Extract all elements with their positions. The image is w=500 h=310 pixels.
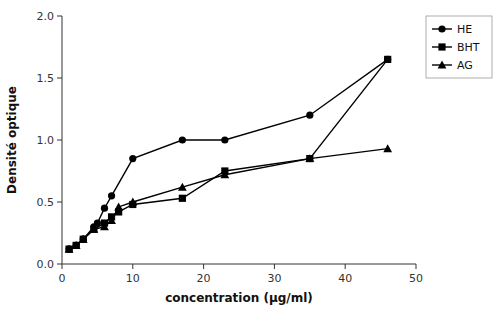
data-point	[179, 136, 186, 143]
data-point	[384, 56, 391, 63]
chart-svg: 0 10 20 30 40 50 0.0 0.5 1.0 1.5 2.0 concentration …	[0, 0, 500, 310]
legend-label: HE	[457, 23, 472, 36]
y-tick-label: 0.5	[37, 196, 55, 209]
data-point	[305, 154, 314, 162]
data-point	[129, 155, 136, 162]
data-point	[221, 136, 228, 143]
data-point	[128, 198, 137, 206]
series-line	[69, 59, 388, 249]
x-tick	[416, 264, 417, 269]
data-point	[101, 205, 108, 212]
x-tick-label: 0	[59, 272, 66, 285]
x-tick-label: 40	[338, 272, 352, 285]
legend-marker	[438, 25, 445, 32]
legend-marker	[438, 43, 445, 50]
series	[65, 144, 392, 252]
x-axis-label: concentration (μg/ml)	[165, 291, 313, 305]
legend-label: BHT	[457, 41, 480, 54]
series-line	[69, 59, 388, 249]
legend: HE BHT AG	[426, 16, 492, 78]
y-tick-label: 0.0	[37, 258, 55, 271]
y-tick-label: 1.5	[37, 72, 55, 85]
data-point	[107, 216, 116, 224]
x-tick	[345, 264, 346, 269]
data-point	[114, 203, 123, 211]
x-tick-label: 30	[267, 272, 281, 285]
data-point	[108, 192, 115, 199]
y-axis-label: Densité optique	[5, 86, 19, 194]
y-tick	[57, 16, 62, 17]
y-tick	[57, 78, 62, 79]
axes: 0 10 20 30 40 50 0.0 0.5 1.0 1.5 2.0	[37, 10, 424, 285]
data-point	[383, 144, 392, 152]
legend-box	[426, 16, 492, 78]
data-point	[65, 246, 72, 253]
plot-area	[65, 56, 392, 253]
y-tick	[57, 140, 62, 141]
x-tick	[203, 264, 204, 269]
data-point	[65, 246, 72, 253]
series	[65, 56, 391, 253]
data-point	[179, 195, 186, 202]
series-line	[69, 149, 388, 249]
chart-container: 0 10 20 30 40 50 0.0 0.5 1.0 1.5 2.0 concentration …	[0, 0, 500, 310]
data-point	[89, 225, 98, 233]
y-tick-label: 2.0	[37, 10, 55, 23]
x-tick-label: 20	[197, 272, 211, 285]
x-tick	[62, 264, 63, 269]
x-tick	[274, 264, 275, 269]
series	[65, 56, 391, 253]
legend-label: AG	[457, 59, 473, 72]
x-tick-label: 50	[409, 272, 423, 285]
data-point	[79, 235, 88, 243]
x-tick-label: 10	[126, 272, 140, 285]
data-point	[384, 56, 391, 63]
legend-marker	[438, 61, 447, 69]
y-tick-label: 1.0	[37, 134, 55, 147]
data-point	[306, 112, 313, 119]
y-tick	[57, 264, 62, 265]
y-tick	[57, 202, 62, 203]
x-axis-line	[62, 264, 416, 265]
data-point	[220, 170, 229, 178]
x-tick	[132, 264, 133, 269]
data-point	[178, 183, 187, 191]
